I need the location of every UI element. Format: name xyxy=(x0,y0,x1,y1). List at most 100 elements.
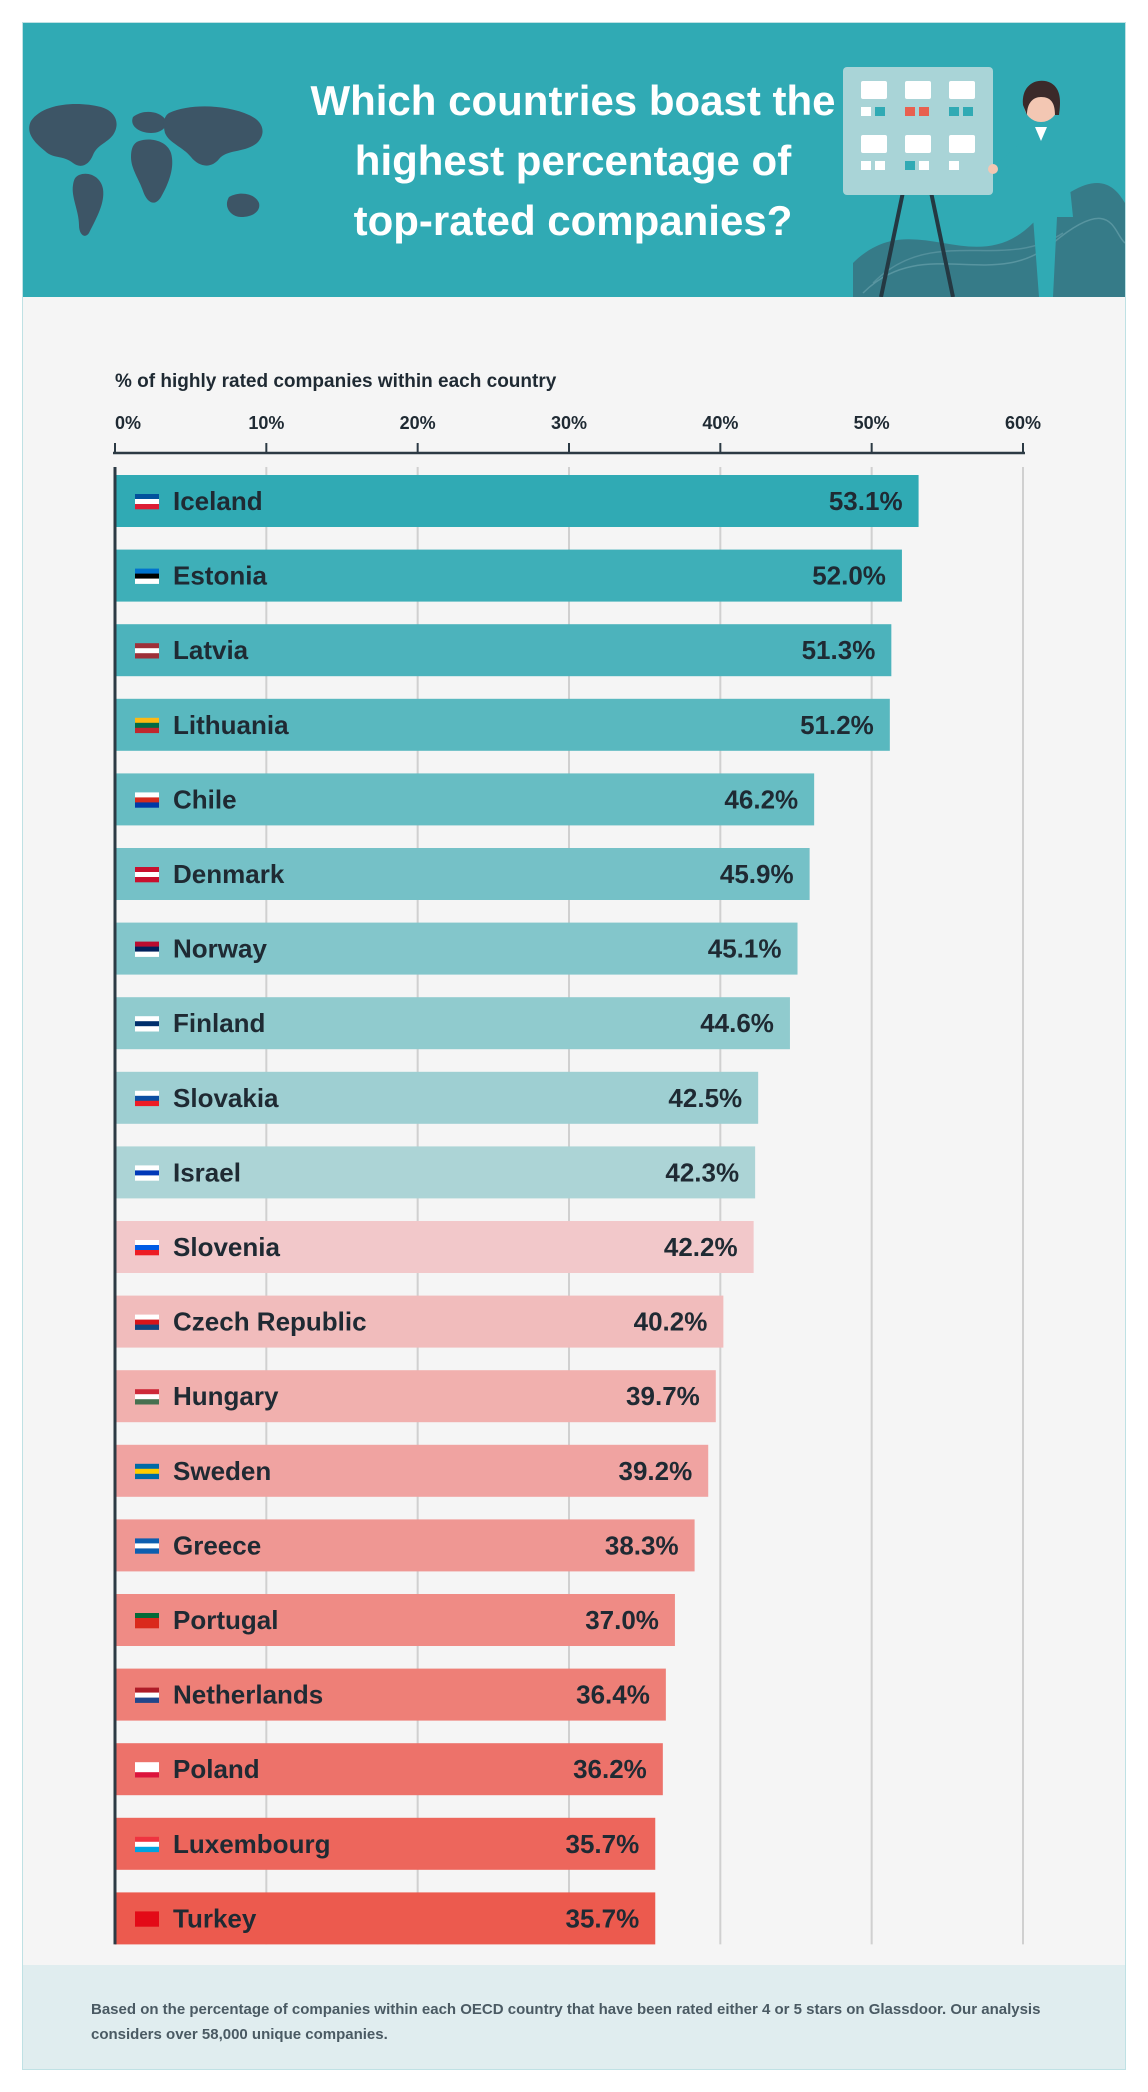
bar-category-label: Chile xyxy=(173,784,237,814)
bar xyxy=(115,1295,724,1348)
bar-value-label: 39.7% xyxy=(626,1381,700,1411)
flag-icon xyxy=(135,941,159,947)
bar-value-label: 46.2% xyxy=(724,784,798,814)
bar xyxy=(115,1743,663,1796)
bar-value-label: 45.1% xyxy=(708,934,782,964)
bar xyxy=(115,698,890,751)
flag-icon xyxy=(135,1687,159,1693)
flag-icon xyxy=(135,499,159,505)
bar xyxy=(115,1221,754,1273)
bar xyxy=(115,624,892,677)
bar-value-label: 51.3% xyxy=(802,635,876,665)
flag-icon xyxy=(135,872,159,878)
tick-label: 20% xyxy=(400,413,436,433)
bar-category-label: Slovenia xyxy=(173,1232,280,1262)
flag-icon xyxy=(135,1692,159,1698)
tick-label: 50% xyxy=(854,413,890,433)
flag-icon xyxy=(135,1399,159,1405)
bar xyxy=(115,997,790,1050)
flag-icon xyxy=(135,1314,159,1320)
bar-category-label: Poland xyxy=(173,1754,260,1784)
bar-value-label: 42.3% xyxy=(665,1157,739,1187)
flag-icon xyxy=(135,1538,159,1544)
flag-icon xyxy=(135,1100,159,1107)
bar-category-label: Czech Republic xyxy=(173,1307,367,1337)
bar xyxy=(115,922,798,975)
flag-icon xyxy=(135,1468,159,1475)
flag-icon xyxy=(135,1394,159,1400)
bar-category-label: Greece xyxy=(173,1530,261,1560)
bar xyxy=(115,1444,709,1497)
bar-value-label: 39.2% xyxy=(618,1456,692,1486)
flag-icon xyxy=(135,792,159,798)
flag-icon xyxy=(135,1250,159,1256)
flag-icon xyxy=(135,802,159,808)
flag-icon xyxy=(135,1175,159,1181)
bar-value-label: 36.2% xyxy=(573,1754,647,1784)
flag-icon xyxy=(135,1021,159,1027)
bar xyxy=(115,848,810,900)
bar xyxy=(115,549,902,602)
flag-icon xyxy=(135,1772,159,1778)
flag-icon xyxy=(135,1911,159,1917)
flag-icon xyxy=(135,797,159,803)
flag-icon xyxy=(135,1841,159,1848)
flag-icon xyxy=(135,1245,159,1251)
flag-icon xyxy=(135,1916,159,1922)
title-line-1: Which countries boast the xyxy=(310,77,836,124)
footer: Based on the percentage of companies wit… xyxy=(23,1965,1125,2069)
bar-category-label: Lithuania xyxy=(173,710,289,740)
flag-icon xyxy=(135,951,159,957)
flag-icon xyxy=(135,568,159,574)
flag-icon xyxy=(135,494,159,500)
bar xyxy=(115,1370,716,1423)
title-line-2: highest percentage of xyxy=(354,137,792,184)
presenter-board-illustration xyxy=(843,67,1073,297)
bar-category-label: Denmark xyxy=(173,859,285,889)
flag-icon xyxy=(135,648,159,654)
flag-icon xyxy=(135,1473,159,1480)
bar xyxy=(115,1817,656,1870)
bar-category-label: Estonia xyxy=(173,561,267,591)
bar-category-label: Turkey xyxy=(173,1903,257,1933)
bar xyxy=(115,1071,759,1124)
flag-icon xyxy=(135,1016,159,1022)
flag-icon xyxy=(135,1165,159,1171)
world-map-icon xyxy=(29,103,263,236)
title-line-3: top-rated companies? xyxy=(353,197,793,244)
bar-value-label: 51.2% xyxy=(800,710,874,740)
flag-icon xyxy=(135,1389,159,1395)
axis-label: % of highly rated companies within each … xyxy=(115,371,557,392)
flag-icon xyxy=(135,1623,159,1629)
bar-value-label: 52.0% xyxy=(812,561,886,591)
chart-title: Which countries boast the highest percen… xyxy=(273,71,873,251)
bar xyxy=(115,475,919,527)
flag-icon xyxy=(135,1095,159,1102)
flag-icon xyxy=(135,1240,159,1246)
bar xyxy=(115,1519,695,1572)
flag-icon xyxy=(135,504,159,510)
bar-category-label: Sweden xyxy=(173,1456,271,1486)
bar xyxy=(115,773,815,826)
tick-label: 10% xyxy=(248,413,284,433)
flag-icon xyxy=(135,653,159,659)
bar-value-label: 42.2% xyxy=(664,1232,738,1262)
flag-icon xyxy=(135,1921,159,1927)
flag-icon xyxy=(135,1697,159,1703)
tick-label: 60% xyxy=(1005,413,1041,433)
footnote: Based on the percentage of companies wit… xyxy=(91,2001,1041,2043)
bar xyxy=(115,1146,756,1199)
flag-icon xyxy=(135,573,159,579)
bar-category-label: Latvia xyxy=(173,635,249,665)
flag-icon xyxy=(135,867,159,873)
tick-label: 30% xyxy=(551,413,587,433)
bar-value-label: 44.6% xyxy=(700,1008,774,1038)
bar-category-label: Finland xyxy=(173,1008,265,1038)
bar-category-label: Slovakia xyxy=(173,1083,279,1113)
flag-icon xyxy=(135,877,159,883)
flag-icon xyxy=(135,1846,159,1853)
bar xyxy=(115,1668,666,1721)
flag-icon xyxy=(135,1767,159,1773)
flag-icon xyxy=(135,578,159,584)
bar-chart: % of highly rated companies within each … xyxy=(113,371,1041,1945)
